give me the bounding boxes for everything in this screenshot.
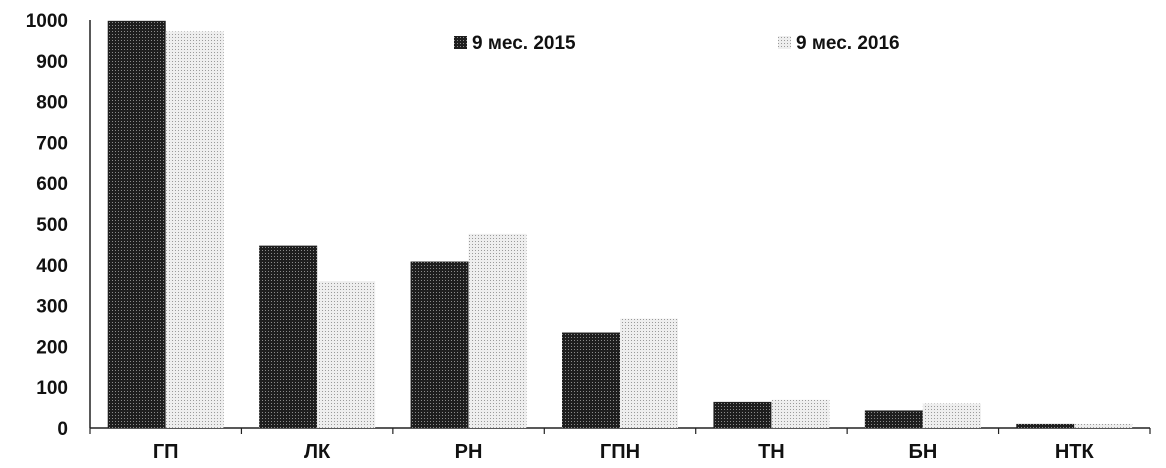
x-tick-label: ТН [758,441,785,463]
bar-2015 [713,401,772,428]
x-tick-label: НТК [1055,441,1095,463]
bar-2015 [1016,423,1075,428]
y-tick-label: 100 [36,378,68,399]
y-tick-label: 0 [57,419,68,440]
bar-2016 [922,403,981,428]
x-tick-label: ЛК [304,441,331,463]
bar-2015 [107,20,166,428]
bar-2016 [165,31,224,428]
bar-2015 [562,332,620,428]
y-tick-label: 600 [36,174,68,195]
bar-2015 [864,410,923,428]
y-tick-label: 800 [36,93,68,114]
y-tick-label: 300 [36,297,68,318]
bar-2016 [620,318,678,428]
bar-2015 [410,261,469,428]
y-tick-label: 900 [36,52,68,73]
bar-2016 [468,233,527,428]
legend-label-2015: 9 мес. 2015 [472,33,576,54]
y-axis: 0 100 200 300 400 500 600 700 800 900 1000 [26,11,91,440]
y-tick-label: 500 [36,215,68,236]
y-tick-labels: 0 100 200 300 400 500 600 700 800 900 1000 [26,11,68,440]
x-tick-marks [89,428,1151,434]
x-axis: ГП ЛК РН ГПН ТН БН НТК [89,427,1151,463]
legend-swatch-2016 [778,36,791,49]
legend: 9 мес. 2015 9 мес. 2016 [454,33,900,54]
bar-2016 [1074,423,1133,428]
y-tick-label: 200 [36,337,68,358]
legend-swatch-2015 [454,36,467,49]
x-tick-label: ГПН [600,441,640,463]
x-tick-label: ГП [153,441,179,463]
x-tick-label: БН [908,441,937,463]
legend-item-2016: 9 мес. 2016 [778,33,900,54]
y-tick-label: 700 [36,133,68,154]
y-tick-label: 400 [36,256,68,277]
bar-2016 [317,281,376,428]
x-tick-labels: ГП ЛК РН ГПН ТН БН НТК [153,441,1095,463]
bars [107,20,1133,428]
x-tick-label: РН [455,441,483,463]
y-tick-label: 1000 [26,11,68,32]
bar-2015 [259,245,318,428]
legend-item-2015: 9 мес. 2015 [454,33,576,54]
legend-label-2016: 9 мес. 2016 [796,33,900,54]
bar-2016 [771,399,830,428]
